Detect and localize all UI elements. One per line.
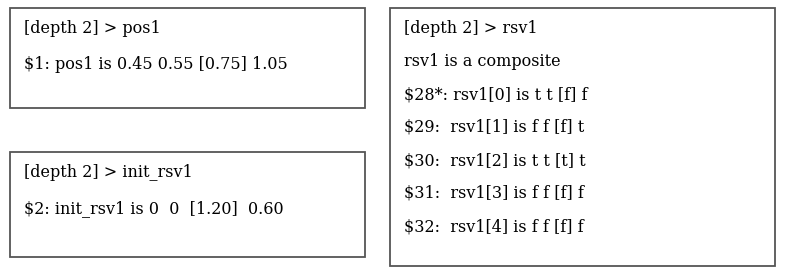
Bar [10,8,365,108]
Text: $28*: rsv1[0] is t t [f] f: $28*: rsv1[0] is t t [f] f [404,86,588,103]
Text: $32:  rsv1[4] is f f [f] f: $32: rsv1[4] is f f [f] f [404,218,584,235]
Text: [depth 2] > rsv1: [depth 2] > rsv1 [404,20,537,37]
Bar [10,152,365,257]
Bar [390,8,775,266]
Text: $1: pos1 is 0.45 0.55 [0.75] 1.05: $1: pos1 is 0.45 0.55 [0.75] 1.05 [24,56,288,73]
Text: [depth 2] > init_rsv1: [depth 2] > init_rsv1 [24,164,193,181]
Text: $31:  rsv1[3] is f f [f] f: $31: rsv1[3] is f f [f] f [404,185,584,202]
Text: [depth 2] > pos1: [depth 2] > pos1 [24,20,161,37]
Text: $30:  rsv1[2] is t t [t] t: $30: rsv1[2] is t t [t] t [404,152,585,169]
Text: $29:  rsv1[1] is f f [f] t: $29: rsv1[1] is f f [f] t [404,119,584,136]
Text: $2: init_rsv1 is 0  0  [1.20]  0.60: $2: init_rsv1 is 0 0 [1.20] 0.60 [24,200,284,217]
Text: rsv1 is a composite: rsv1 is a composite [404,53,560,70]
